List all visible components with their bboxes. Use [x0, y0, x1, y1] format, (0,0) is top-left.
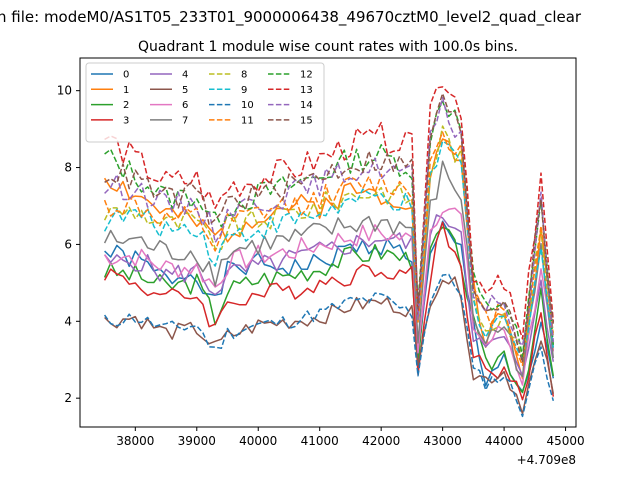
x-tick-label: 43000	[424, 434, 462, 448]
x-tick-label: 41000	[301, 434, 339, 448]
y-tick-label: 6	[64, 237, 72, 251]
series-line-13	[104, 86, 555, 340]
legend-label-1: 1	[123, 85, 129, 96]
plot-frame	[79, 57, 577, 428]
legend-label-14: 14	[300, 100, 313, 111]
series-line-12	[104, 100, 555, 358]
x-offset-label: +4.709e8	[517, 453, 576, 467]
legend-label-10: 10	[241, 100, 254, 111]
legend-label-12: 12	[300, 70, 313, 81]
legend-label-13: 13	[300, 85, 313, 96]
legend-label-15: 15	[300, 115, 313, 126]
series-line-10	[103, 273, 555, 418]
x-axis-ticks: 38000 39000 40000 41000 42000 43000 44000 45000	[116, 427, 585, 448]
y-axis-ticks: 2 4 6 8 10	[57, 84, 80, 405]
chart-title: Quadrant 1 module wise count rates with …	[138, 39, 518, 55]
x-tick-label: 38000	[116, 434, 154, 448]
y-tick-label: 2	[64, 391, 72, 405]
series-line-7	[103, 160, 555, 378]
legend-label-8: 8	[241, 70, 247, 81]
x-tick-label: 40000	[239, 434, 277, 448]
legend-label-9: 9	[241, 85, 247, 96]
series-line-6	[103, 207, 555, 386]
legend-label-5: 5	[182, 85, 188, 96]
legend-label-3: 3	[123, 115, 129, 126]
legend-label-4: 4	[182, 70, 188, 81]
legend-label-11: 11	[241, 115, 254, 126]
y-tick-label: 4	[64, 314, 72, 328]
series-line-4	[104, 214, 555, 377]
x-tick-label: 45000	[546, 434, 584, 448]
series-line-11	[103, 131, 555, 367]
series-line-0	[104, 220, 555, 393]
legend-label-0: 0	[123, 70, 129, 81]
series-line-3	[103, 221, 555, 401]
series-line-5	[104, 276, 555, 415]
legend-label-7: 7	[182, 115, 188, 126]
legend-label-2: 2	[123, 100, 129, 111]
y-tick-label: 10	[57, 84, 72, 98]
figure-suptitle: n file: modeM0/AS1T05_233T01_9000006438_…	[0, 8, 582, 27]
x-tick-label: 39000	[178, 434, 216, 448]
legend-label-6: 6	[182, 100, 188, 111]
series-line-2	[103, 226, 555, 394]
series-line-9	[103, 140, 555, 360]
x-tick-label: 44000	[485, 434, 523, 448]
x-tick-label: 42000	[362, 434, 400, 448]
series-line-15	[104, 92, 555, 364]
y-tick-label: 8	[64, 161, 72, 175]
series-layer	[103, 86, 555, 418]
legend-frame	[85, 62, 325, 143]
